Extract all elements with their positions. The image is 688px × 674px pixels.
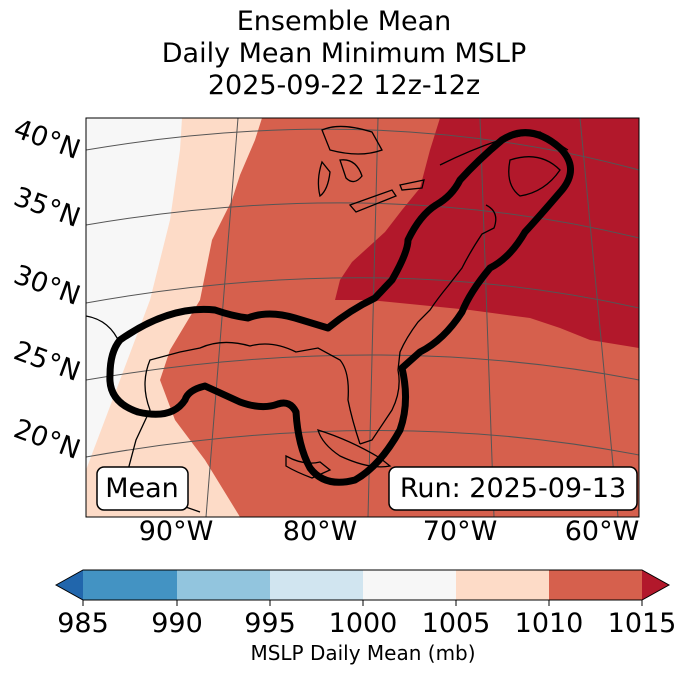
lat-line-20 (86, 430, 639, 458)
colorbar-label: MSLP Daily Mean (mb) (250, 641, 475, 665)
colorbar-tick-995: 995 (244, 608, 296, 639)
colorbar: 985 990 995 1000 1005 1010 1015 MSLP Dai… (54, 569, 677, 665)
colorbar-tick-1005: 1005 (422, 608, 491, 639)
lon-line-80 (367, 118, 379, 517)
lat-label-20: 20°N (10, 413, 85, 465)
coastlines (86, 125, 569, 513)
colorbar-tick-1010: 1010 (515, 608, 584, 639)
title-line-3: 2025-09-22 12z-12z (207, 70, 481, 101)
lake-michigan (317, 160, 331, 198)
colorbar-over-arrow (642, 570, 669, 600)
lat-label-40: 40°N (10, 113, 85, 165)
colorbar-under-arrow (56, 570, 83, 600)
colorbar-segment-1005-1010 (456, 570, 549, 600)
lat-label-35: 35°N (10, 181, 85, 233)
run-label: Run: 2025-09-13 (400, 473, 626, 504)
lat-line-25 (86, 354, 639, 381)
lake-erie (348, 189, 397, 213)
lon-label-70: 70°W (423, 516, 498, 547)
title-line-2: Daily Mean Minimum MSLP (161, 38, 527, 69)
lake-ontario (399, 179, 425, 191)
lat-line-30 (86, 277, 639, 309)
lat-line-35 (86, 202, 639, 239)
map-frame (85, 117, 640, 518)
lon-line-60 (579, 118, 619, 517)
colorbar-tick-990: 990 (151, 608, 203, 639)
contour-outline (106, 129, 574, 486)
colorbar-segment-990-995 (177, 570, 270, 600)
lon-label-80: 80°W (283, 516, 358, 547)
lat-label-30: 30°N (10, 259, 85, 311)
east-coast (359, 204, 497, 445)
colorbar-tick-1000: 1000 (329, 608, 398, 639)
lat-label-25: 25°N (10, 335, 85, 387)
lake-superior (321, 125, 383, 155)
field-over-1015 (335, 118, 639, 348)
colorbar-segment-1010-1015 (549, 570, 642, 600)
lake-huron (339, 159, 363, 183)
mean-label: Mean (105, 473, 179, 504)
colorbar-segment-985-990 (83, 570, 177, 600)
colorbar-tick-985: 985 (57, 608, 109, 639)
colorbar-segment-1000-1005 (363, 570, 456, 600)
gulf-coast (127, 341, 361, 513)
title-line-1: Ensemble Mean (236, 6, 452, 37)
lon-line-90 (205, 118, 239, 517)
colorbar-segment-995-1000 (270, 570, 363, 600)
mean-label-box (96, 466, 189, 511)
lon-label-60: 60°W (565, 516, 640, 547)
colorbar-tick-1015: 1015 (608, 608, 677, 639)
lon-label-90: 90°W (139, 516, 214, 547)
run-label-box (388, 466, 638, 511)
nova-scotia (508, 156, 561, 197)
lon-line-70 (479, 118, 495, 517)
